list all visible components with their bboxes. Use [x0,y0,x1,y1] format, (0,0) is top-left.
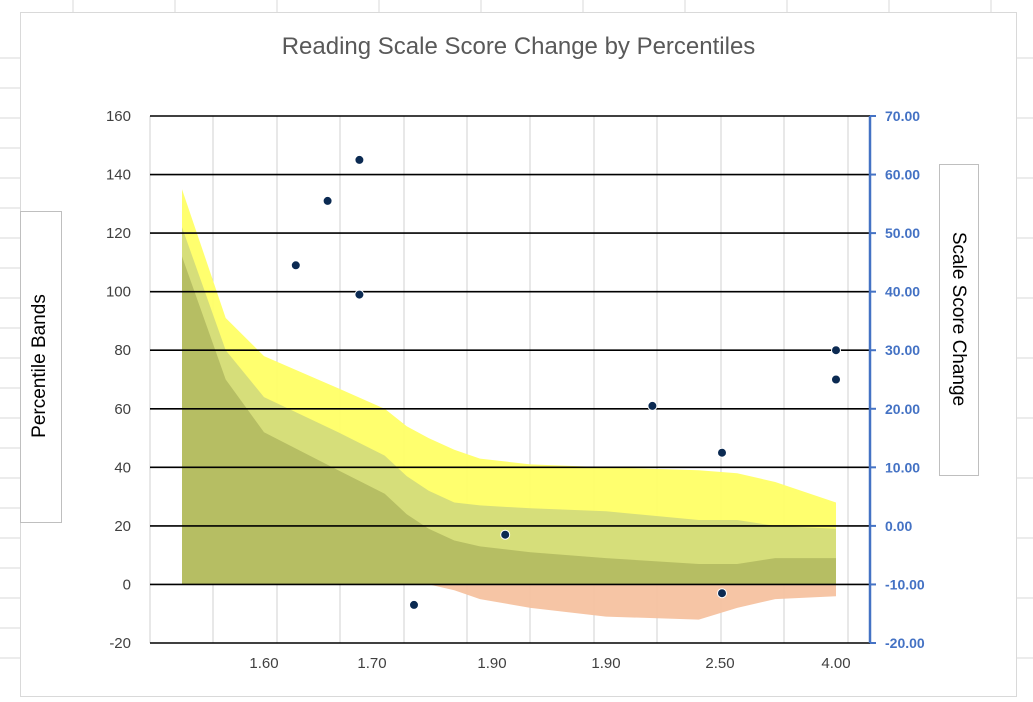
chart-title: Reading Scale Score Change by Percentile… [281,33,756,60]
left-axis-tick-label: 20 [114,518,131,535]
right-axis-tick-label: 0.00 [885,518,912,534]
left-axis-tick-label: 100 [106,284,131,301]
scatter-point [717,588,727,599]
left-axis-tick-label: 80 [114,342,131,359]
left-axis-tick-label: 160 [106,108,131,125]
scatter-point [647,400,658,411]
percentile-band-3 [182,256,836,585]
right-axis-tick-label: 20.00 [885,401,920,417]
right-axis-tick-label: -10.00 [885,576,925,592]
scatter-point [409,599,419,610]
left-axis-tick-label: 60 [114,401,131,418]
scatter-point [290,260,301,271]
x-axis-tick-label: 2.50 [705,655,734,672]
x-axis-tick-label: 1.60 [249,655,278,672]
scatter-point [717,447,727,458]
right-axis-tick-label: 60.00 [885,167,920,183]
right-axis-title-box [939,164,979,476]
x-axis-tick-label: 1.90 [477,655,506,672]
scatter-point [354,154,365,165]
scatter-point [500,529,511,540]
right-axis-tick-label: 70.00 [885,108,920,124]
percentile-band-4 [182,584,836,620]
scatter-point [322,195,333,206]
left-axis-tick-label: 140 [106,167,131,184]
left-axis-tick-label: -20 [109,635,131,652]
left-axis-tick-label: 40 [114,459,131,476]
right-axis-tick-label: 10.00 [885,459,920,475]
x-axis-tick-label: 1.90 [591,655,620,672]
right-axis-tick-label: 40.00 [885,284,920,300]
right-axis-tick-label: 30.00 [885,342,920,358]
left-axis-tick-label: 0 [123,576,131,593]
scatter-point [354,289,365,300]
right-axis-tick-label: 50.00 [885,225,920,241]
x-axis-tick-label: 4.00 [821,655,850,672]
left-axis-title-box [20,211,62,523]
scatter-point [831,345,841,356]
left-axis-tick-label: 120 [106,225,131,242]
right-axis-tick-label: -20.00 [885,635,925,651]
x-axis-tick-label: 1.70 [357,655,386,672]
scatter-point [831,374,841,385]
